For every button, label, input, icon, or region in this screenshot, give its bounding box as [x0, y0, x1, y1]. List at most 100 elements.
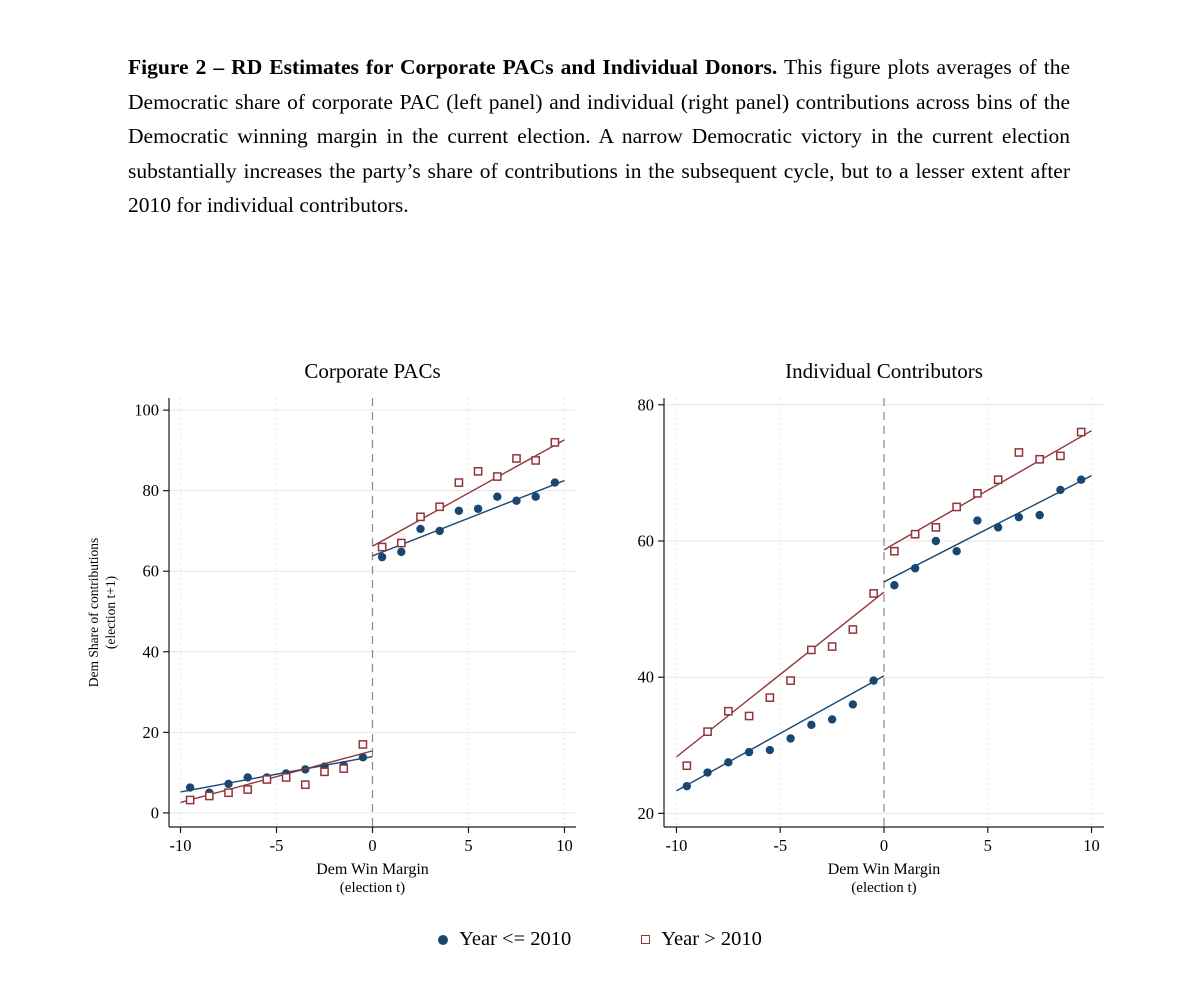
data-point-square: [1076, 427, 1086, 437]
data-point-circle: [1035, 510, 1044, 520]
data-point-square: [682, 761, 692, 771]
data-point-square: [224, 788, 233, 798]
data-point-circle: [416, 524, 425, 534]
x-axis-label: Dem Win Margin: [316, 861, 429, 878]
data-point-square: [931, 523, 941, 532]
data-point-circle: [377, 552, 387, 562]
data-point-square: [807, 645, 816, 655]
data-point-square: [262, 775, 272, 784]
data-point-circle: [512, 496, 521, 505]
legend-label-post2010: Year > 2010: [661, 928, 762, 950]
data-point-circle: [848, 700, 858, 709]
x-tick-label: -5: [270, 836, 284, 855]
data-point-square: [723, 706, 733, 716]
open-square-marker-icon: [641, 935, 651, 944]
y-tick-label: 80: [143, 481, 160, 500]
data-point-square: [1056, 451, 1065, 461]
data-point-square: [765, 693, 775, 702]
x-tick-label: 0: [880, 836, 888, 855]
data-point-square: [827, 642, 837, 651]
y-tick-label: 60: [638, 532, 655, 551]
data-point-circle: [993, 523, 1003, 532]
data-point-circle: [1056, 485, 1065, 495]
data-point-circle: [869, 676, 878, 685]
chart-title: Corporate PACs: [304, 359, 440, 383]
data-point-square: [435, 502, 445, 512]
figure-caption-body: This figure plots averages of the Democr…: [128, 55, 1070, 217]
data-point-circle: [890, 581, 899, 590]
data-point-square: [492, 472, 502, 481]
data-point-square: [786, 676, 795, 685]
data-point-square: [703, 727, 712, 737]
data-point-square: [204, 791, 214, 801]
data-point-square: [550, 437, 560, 447]
data-point-square: [1035, 454, 1045, 464]
data-point-square: [973, 488, 982, 498]
data-point-square: [243, 785, 253, 794]
data-point-circle: [807, 720, 816, 730]
data-point-circle: [827, 715, 837, 724]
y-tick-label: 60: [143, 562, 160, 581]
data-point-square: [848, 625, 858, 634]
data-point-circle: [358, 753, 368, 762]
data-point-square: [358, 740, 368, 749]
x-tick-label: -10: [170, 836, 192, 855]
data-point-square: [473, 466, 483, 476]
x-tick-label: 10: [1083, 836, 1100, 855]
data-point-circle: [931, 536, 941, 546]
data-point-circle: [765, 745, 775, 755]
x-tick-label: 10: [556, 836, 573, 855]
x-axis-label: Dem Win Margin: [828, 861, 941, 878]
figure-caption-title: Figure 2 – RD Estimates for Corporate PA…: [128, 55, 778, 79]
data-point-square: [869, 589, 878, 598]
data-point-square: [281, 773, 291, 782]
data-point-circle: [185, 783, 195, 792]
legend-item-pre2010: Year <= 2010: [438, 928, 571, 951]
data-point-circle: [397, 547, 406, 557]
data-point-square: [300, 780, 310, 790]
y-tick-label: 20: [638, 804, 655, 823]
x-tick-label: 5: [984, 836, 992, 855]
chart-title: Individual Contributors: [785, 359, 983, 383]
data-point-circle: [435, 526, 444, 536]
data-point-square: [1014, 448, 1024, 457]
data-point-square: [993, 475, 1003, 485]
data-point-square: [512, 454, 521, 463]
data-point-circle: [1076, 475, 1086, 484]
data-point-square: [396, 538, 406, 548]
data-point-square: [744, 711, 754, 721]
data-point-circle: [243, 773, 252, 782]
data-point-circle: [952, 547, 961, 556]
y-tick-label: 40: [143, 642, 160, 661]
legend: Year <= 2010 Year > 2010: [0, 928, 1200, 951]
legend-label-pre2010: Year <= 2010: [459, 928, 572, 950]
y-tick-label: 80: [638, 395, 655, 414]
data-point-square: [531, 456, 541, 465]
data-point-circle: [493, 492, 502, 501]
chart-individual-contributors: 20 40 60 80 -10 -5 0 5 10 Individual Contributors…: [638, 359, 1104, 896]
legend-item-post2010: Year > 2010: [641, 928, 762, 951]
data-point-circle: [910, 564, 920, 573]
fit-line: [883, 475, 1092, 583]
y-axis-label: Dem Share of contributions: [86, 538, 101, 688]
data-point-circle: [224, 779, 233, 789]
data-point-circle: [744, 747, 754, 757]
data-point-square: [416, 512, 425, 522]
data-point-square: [185, 795, 195, 805]
figure-caption: Figure 2 – RD Estimates for Corporate PA…: [128, 50, 1070, 223]
data-point-circle: [1014, 512, 1024, 522]
fit-line: [180, 755, 373, 793]
data-point-circle: [473, 504, 483, 513]
x-axis-sublabel: (election t): [340, 880, 405, 896]
y-tick-label: 100: [134, 401, 159, 420]
data-point-square: [377, 542, 387, 552]
data-point-square: [910, 529, 920, 539]
data-point-square: [890, 546, 899, 556]
x-tick-label: 0: [368, 836, 376, 855]
y-axis-sublabel: (election t+1): [103, 576, 118, 649]
y-tick-label: 0: [151, 803, 159, 822]
x-axis-sublabel: (election t): [851, 880, 916, 896]
x-tick-label: -5: [773, 836, 787, 855]
data-point-square: [320, 767, 329, 777]
